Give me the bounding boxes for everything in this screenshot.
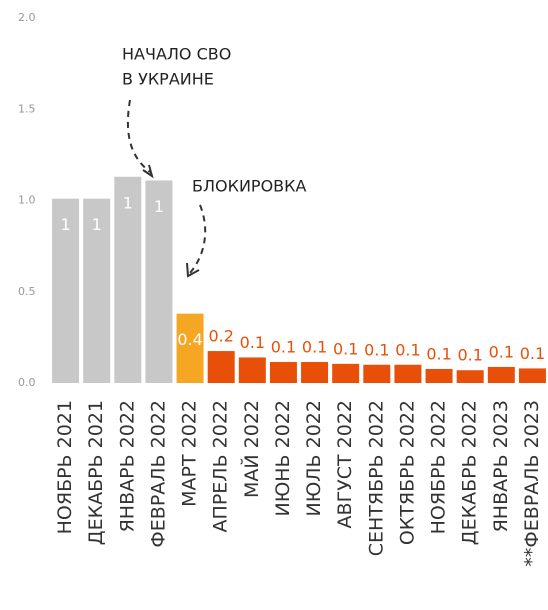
x-tick-label: ЯНВАРЬ 2022 [116,400,138,532]
bar [487,366,515,383]
x-tick-label: НОЯБРЬ 2021 [54,400,76,534]
bar [52,198,80,383]
value-label: 1 [154,197,164,216]
x-tick-label: МАЙ 2022 [240,400,263,498]
x-tick-label: ОКТЯБРЬ 2022 [396,400,418,545]
value-label: 0.1 [271,338,296,357]
bar [518,368,546,383]
x-tick-label: МАРТ 2022 [179,400,201,507]
value-label: 0.1 [240,333,265,352]
arrowhead [186,262,200,278]
x-tick-label: АВГУСТ 2022 [334,400,356,528]
value-label: 0.1 [457,346,482,365]
value-label: 0.1 [364,340,389,359]
arrowhead [142,164,154,179]
y-tick-label: 0.5 [18,285,36,298]
y-tick-label: 0.0 [18,376,36,389]
x-tick-label: ДЕКАБРЬ 2021 [85,400,107,545]
bar [238,357,266,383]
bar [145,180,173,383]
bar [425,368,453,383]
bar [394,364,422,383]
value-label: 0.1 [489,342,514,361]
bar [176,313,204,383]
bar [114,176,142,383]
y-tick-label: 1.5 [18,102,36,115]
x-tick-label: НОЯБРЬ 2022 [428,400,450,534]
arrow [189,204,207,274]
annotation: В УКРАИНЕ [122,70,214,89]
arrow [126,99,151,173]
annotation: БЛОКИРОВКА [192,177,307,196]
value-label: 0.1 [426,344,451,363]
annotation: НАЧАЛО СВО [122,45,231,64]
value-label: 0.2 [208,327,233,346]
bar [83,198,111,383]
value-label: 0.4 [177,330,202,349]
bar [301,362,329,383]
bar [269,362,297,383]
x-tick-label: ДЕКАБРЬ 2022 [459,400,481,545]
x-tick-label: СЕНТЯБРЬ 2022 [365,400,387,556]
x-tick-label: ИЮНЬ 2022 [272,400,294,516]
value-label: 1 [92,215,102,234]
bar [456,370,484,383]
value-label: 0.1 [333,339,358,358]
value-label: 0.1 [395,340,420,359]
value-label: 1 [123,193,133,212]
bar [207,351,235,383]
x-tick-label: **ФЕВРАЛЬ 2023 [521,400,543,567]
value-label: 1 [60,215,70,234]
y-tick-label: 1.0 [18,194,36,207]
value-label: 0.1 [520,344,545,363]
x-tick-label: ЯНВАРЬ 2023 [490,400,512,532]
x-tick-label: ФЕВРАЛЬ 2022 [147,400,169,548]
x-tick-label: АПРЕЛЬ 2022 [210,400,232,532]
bar [332,363,360,383]
bar [363,364,391,383]
x-tick-label: ИЮЛЬ 2022 [303,400,325,516]
value-label: 0.1 [302,338,327,357]
y-tick-label: 2.0 [18,11,36,24]
